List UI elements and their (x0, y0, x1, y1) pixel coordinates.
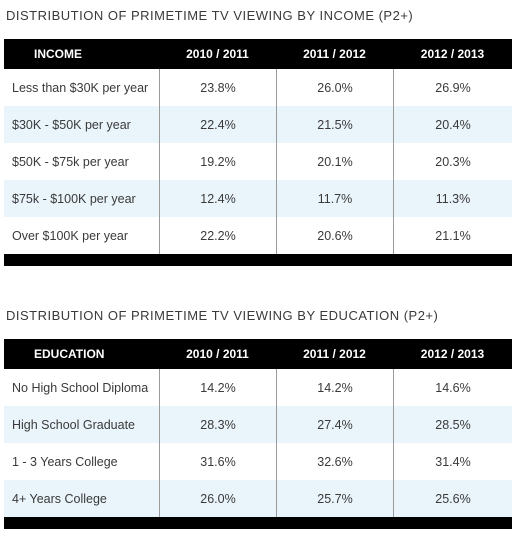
table-row: $30K - $50K per year 22.4% 21.5% 20.4% (4, 106, 512, 143)
row-label: Less than $30K per year (12, 80, 149, 95)
row-label: High School Graduate (12, 417, 135, 432)
table-row: Over $100K per year 22.2% 20.6% 21.1% (4, 217, 512, 254)
table-cell: 21.5% (276, 106, 393, 143)
row-label: $75k - $100K per year (12, 191, 136, 206)
table-cell: 28.3% (159, 406, 276, 443)
row-label: $30K - $50K per year (12, 117, 131, 132)
table-cell: 20.3% (393, 143, 512, 180)
table-cell: 14.2% (159, 369, 276, 406)
table-cell: 20.6% (276, 217, 393, 254)
row-label: $50K - $75k per year (12, 154, 129, 169)
table-row: High School Graduate 28.3% 27.4% 28.5% (4, 406, 512, 443)
table-row: 1 - 3 Years College 31.6% 32.6% 31.4% (4, 443, 512, 480)
row-label: 1 - 3 Years College (12, 454, 118, 469)
income-table-header: INCOME 2010 / 2011 2011 / 2012 2012 / 20… (4, 39, 512, 69)
table-cell: 25.7% (276, 480, 393, 517)
table-cell: 25.6% (393, 480, 512, 517)
education-table-title: DISTRIBUTION OF PRIMETIME TV VIEWING BY … (6, 308, 439, 323)
table-cell: 31.4% (393, 443, 512, 480)
table-footer-bar (4, 254, 512, 266)
header-cell: 2012 / 2013 (420, 47, 485, 61)
table-cell: 28.5% (393, 406, 512, 443)
header-cell: 2010 / 2011 (186, 347, 249, 361)
row-label: No High School Diploma (12, 380, 149, 395)
table-footer-bar (4, 517, 512, 529)
table-cell: 22.2% (159, 217, 276, 254)
row-label: Over $100K per year (12, 228, 129, 243)
table-cell: 27.4% (276, 406, 393, 443)
table-cell: 26.0% (159, 480, 276, 517)
header-cell: 2012 / 2013 (420, 347, 485, 361)
table-cell: 32.6% (276, 443, 393, 480)
table-row: $75k - $100K per year 12.4% 11.7% 11.3% (4, 180, 512, 217)
header-cell: 2010 / 2011 (186, 47, 249, 61)
header-cell: EDUCATION (34, 347, 105, 361)
table-cell: 14.2% (276, 369, 393, 406)
table-cell: 12.4% (159, 180, 276, 217)
table-cell: 22.4% (159, 106, 276, 143)
table-cell: 19.2% (159, 143, 276, 180)
table-row: 4+ Years College 26.0% 25.7% 25.6% (4, 480, 512, 517)
table-cell: 21.1% (393, 217, 512, 254)
header-cell: INCOME (34, 47, 82, 61)
table-row: Less than $30K per year 23.8% 26.0% 26.9… (4, 69, 512, 106)
table-cell: 11.7% (276, 180, 393, 217)
income-table-title: DISTRIBUTION OF PRIMETIME TV VIEWING BY … (6, 8, 414, 23)
table-cell: 26.9% (393, 69, 512, 106)
table-cell: 14.6% (393, 369, 512, 406)
header-cell: 2011 / 2012 (303, 347, 366, 361)
row-label: 4+ Years College (12, 491, 107, 506)
table-cell: 20.4% (393, 106, 512, 143)
table-cell: 23.8% (159, 69, 276, 106)
education-table-header: EDUCATION 2010 / 2011 2011 / 2012 2012 /… (4, 339, 512, 369)
table-cell: 31.6% (159, 443, 276, 480)
table-row: $50K - $75k per year 19.2% 20.1% 20.3% (4, 143, 512, 180)
education-table: EDUCATION 2010 / 2011 2011 / 2012 2012 /… (4, 339, 512, 529)
table-cell: 26.0% (276, 69, 393, 106)
income-table: INCOME 2010 / 2011 2011 / 2012 2012 / 20… (4, 39, 512, 266)
table-cell: 20.1% (276, 143, 393, 180)
table-row: No High School Diploma 14.2% 14.2% 14.6% (4, 369, 512, 406)
header-cell: 2011 / 2012 (303, 47, 366, 61)
table-cell: 11.3% (393, 180, 512, 217)
